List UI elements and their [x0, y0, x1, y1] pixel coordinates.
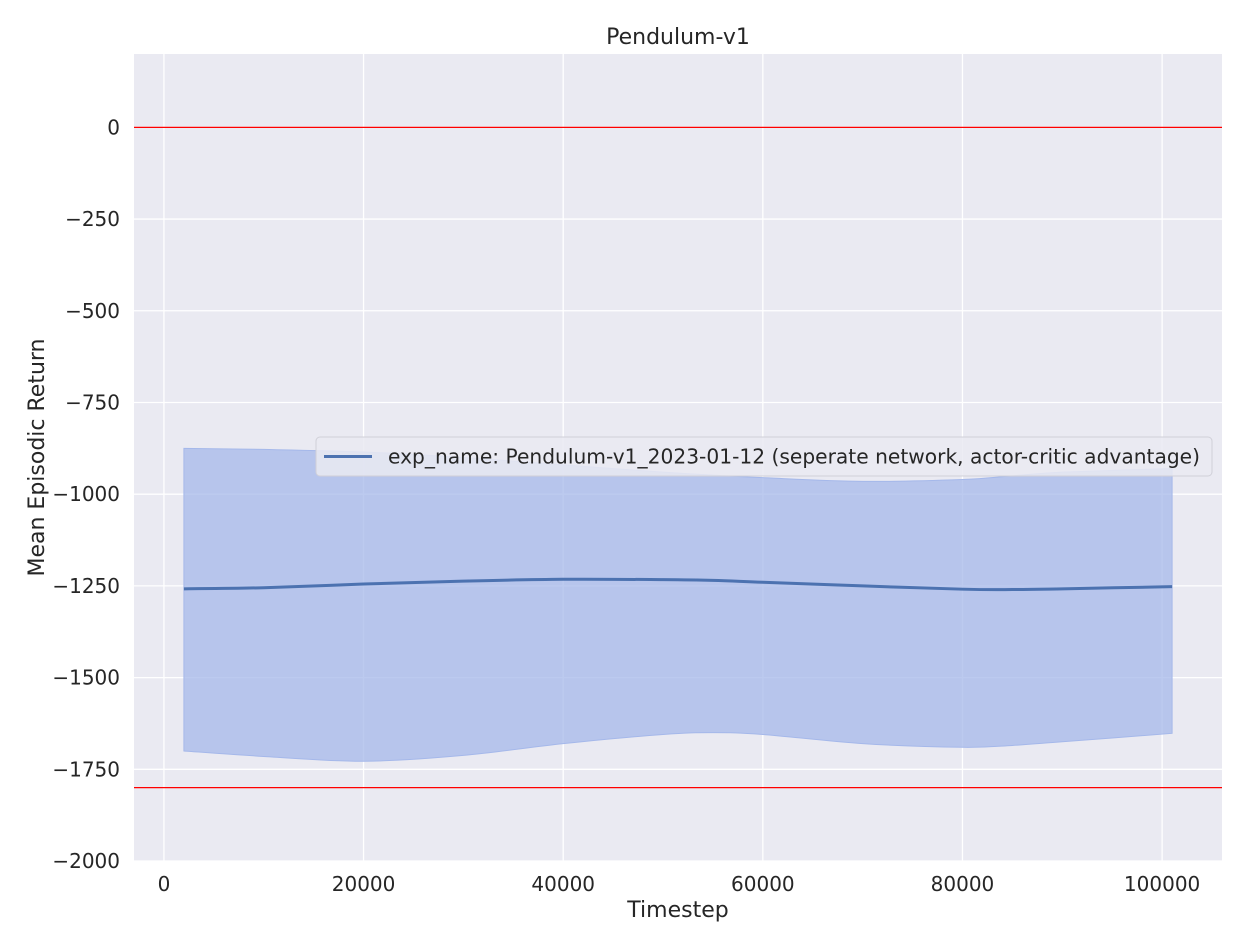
x-tick-label: 40000	[531, 872, 595, 896]
y-axis-label: Mean Episodic Return	[25, 338, 50, 576]
legend: exp_name: Pendulum-v1_2023-01-12 (sepera…	[315, 436, 1213, 477]
y-tick-label: −1250	[52, 574, 120, 598]
x-tick-label: 0	[158, 872, 171, 896]
y-tick-labels: 0 −250 −500 −750 −1000 −1250 −1500 −1750 −2000	[52, 115, 120, 873]
reference-lines	[134, 126, 1222, 789]
chart-title: Pendulum-v1	[606, 25, 750, 50]
y-tick-label: −1750	[52, 757, 120, 781]
x-tick-label: 80000	[931, 872, 995, 896]
series-line	[183, 577, 1173, 592]
x-tick-labels: 0 20000 40000 60000 80000 100000	[158, 872, 1201, 896]
confidence-band	[183, 447, 1173, 762]
y-tick-label: −250	[65, 207, 120, 231]
y-tick-label: 0	[107, 115, 120, 139]
legend-label: exp_name: Pendulum-v1_2023-01-12 (sepera…	[388, 445, 1200, 469]
y-tick-label: −2000	[52, 849, 120, 873]
x-axis-label: Timestep	[626, 898, 728, 923]
legend-box	[315, 436, 1213, 477]
y-tick-label: −1500	[52, 666, 120, 690]
x-tick-label: 20000	[332, 872, 396, 896]
y-tick-label: −500	[65, 299, 120, 323]
x-tick-label: 100000	[1124, 872, 1200, 896]
y-tick-label: −1000	[52, 482, 120, 506]
x-tick-label: 60000	[731, 872, 795, 896]
series-band	[183, 447, 1173, 762]
series-lines	[183, 577, 1173, 592]
y-tick-label: −750	[65, 390, 120, 414]
